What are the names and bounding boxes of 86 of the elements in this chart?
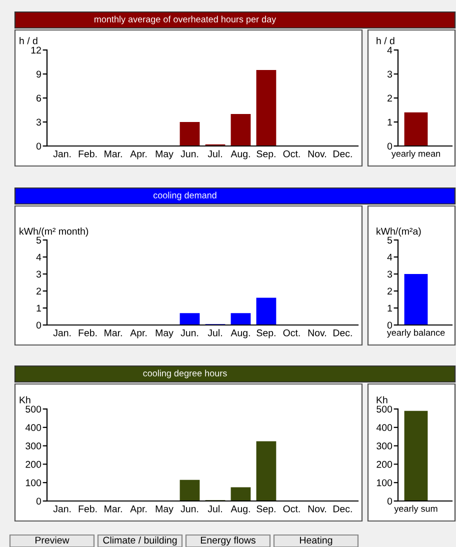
y-tick-label: 1 — [388, 118, 392, 126]
y-tick-label: 5 — [36, 236, 42, 244]
y-tick-label: 3 — [387, 70, 392, 78]
y-axis-title: Kh — [20, 396, 30, 404]
x-tick-label: Jan. — [53, 330, 71, 336]
y-axis-title: kWh/(m² month) — [20, 228, 88, 237]
y-tick-label: 2 — [36, 288, 41, 295]
x-tick-label: Sep. — [256, 150, 276, 160]
y-tick-label: 1 — [388, 304, 392, 312]
y-tick-label: 3 — [36, 118, 42, 126]
x-tick-label: Dec. — [334, 330, 352, 336]
y-tick-label: 500 — [26, 406, 42, 413]
chart-title: cooling degree hours — [143, 370, 227, 378]
y-tick-label: 0 — [387, 322, 392, 329]
x-tick-label: Aug. — [230, 330, 250, 338]
text: Preview — [36, 536, 70, 544]
x-tick-label: Jul. — [208, 329, 222, 336]
y-tick-label: 2 — [388, 94, 392, 102]
x-tick-label: Aug. — [230, 150, 250, 160]
y-tick-label: 100 — [26, 479, 42, 486]
y-tick-label: 12 — [31, 46, 41, 54]
x-tick-label: Oct. — [283, 505, 300, 512]
x-tick-label: Mar. — [104, 330, 122, 336]
y-tick-label: 500 — [376, 406, 392, 413]
y-axis-title: h / d — [376, 37, 394, 44]
y-tick-label: 2 — [388, 288, 392, 295]
x-tick-label: Sep. — [256, 329, 276, 338]
x-tick-label: Apr. — [130, 150, 147, 160]
text: Heating — [300, 536, 332, 546]
chart-title: cooling demand — [154, 192, 216, 200]
x-tick-label: yearly sum — [394, 505, 438, 514]
x-tick-label: May — [156, 330, 174, 338]
y-tick-label: 200 — [26, 460, 42, 468]
x-tick-label: Feb. — [78, 505, 97, 512]
x-tick-label: Nov. — [308, 330, 326, 336]
x-tick-label: May — [156, 150, 174, 160]
x-tick-label: Mar. — [104, 506, 122, 512]
x-tick-label: Apr. — [130, 330, 147, 338]
chart-title: monthly average of overheated hours per day — [94, 16, 276, 24]
text: Energy flows — [200, 536, 256, 546]
text: Climate / building — [103, 536, 177, 546]
y-axis-title: Kh — [376, 396, 388, 404]
x-tick-label: Jul. — [208, 505, 222, 512]
x-tick-label: Jun. — [180, 150, 198, 158]
x-tick-label: Feb. — [78, 150, 97, 158]
y-tick-label: 1 — [36, 304, 41, 312]
x-tick-label: Dec. — [334, 150, 352, 158]
y-tick-label: 400 — [25, 424, 42, 432]
y-tick-label: 4 — [387, 254, 392, 261]
y-tick-label: 3 — [387, 270, 392, 278]
y-tick-label: 0 — [387, 498, 392, 505]
x-tick-label: Jan. — [53, 506, 71, 512]
x-tick-label: Jun. — [180, 506, 198, 512]
y-tick-label: 0 — [387, 142, 392, 150]
x-tick-label: Nov. — [308, 506, 326, 512]
y-tick-label: 0 — [36, 142, 42, 150]
x-tick-label: yearly mean — [391, 150, 440, 159]
y-tick-label: 200 — [376, 460, 392, 468]
x-tick-label: Sep. — [256, 505, 276, 514]
y-tick-label: 4 — [36, 254, 42, 261]
y-tick-label: 3 — [36, 270, 42, 278]
x-tick-label: Oct. — [283, 150, 300, 158]
x-tick-label: Jan. — [53, 150, 71, 158]
y-tick-label: 0 — [36, 322, 42, 329]
x-tick-label: Feb. — [78, 329, 97, 336]
y-tick-label: 0 — [36, 498, 42, 505]
x-tick-label: Nov. — [308, 150, 326, 158]
y-tick-label: 6 — [36, 94, 42, 102]
y-axis-title: kWh/(m²a) — [376, 228, 421, 237]
x-tick-label: Oct. — [283, 329, 300, 336]
y-tick-label: 4 — [387, 46, 392, 54]
y-axis-title: h / d — [20, 37, 38, 44]
x-tick-label: Mar. — [104, 150, 122, 158]
y-tick-label: 400 — [376, 424, 392, 432]
y-tick-label: 100 — [376, 479, 392, 486]
x-tick-label: yearly balance — [386, 329, 445, 338]
x-tick-label: Jul. — [208, 150, 222, 158]
y-tick-label: 9 — [36, 70, 41, 78]
x-tick-label: Dec. — [334, 506, 352, 512]
y-tick-label: 300 — [26, 442, 42, 450]
x-tick-label: Jun. — [180, 330, 198, 336]
x-tick-label: May — [156, 506, 174, 514]
y-tick-label: 5 — [387, 236, 392, 244]
x-tick-label: Apr. — [130, 506, 147, 514]
y-tick-label: 300 — [376, 442, 392, 450]
x-tick-label: Aug. — [230, 506, 250, 514]
